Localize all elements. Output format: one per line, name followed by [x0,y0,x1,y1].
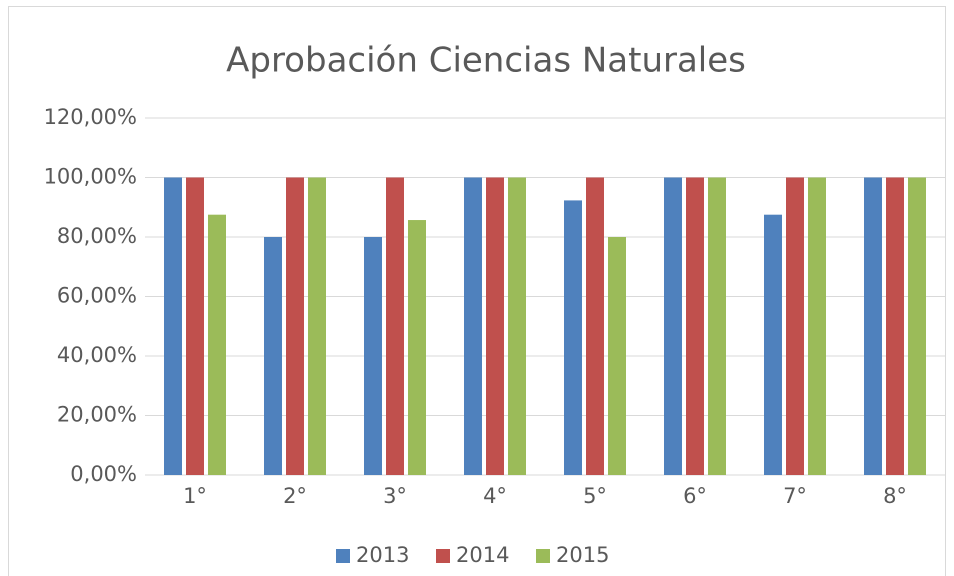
legend-label: 2013 [356,543,409,567]
bar [564,200,582,475]
legend-swatch [436,549,450,563]
bar [808,177,826,475]
bar [608,237,626,475]
x-tick-label: 5° [583,484,607,508]
bar [386,177,404,475]
legend-label: 2014 [456,543,509,567]
x-tick-label: 7° [783,484,807,508]
y-tick-label: 120,00% [44,105,137,129]
bar [586,177,604,475]
y-tick-label: 80,00% [57,224,137,248]
y-tick-label: 40,00% [57,343,137,367]
bar [686,177,704,475]
bar [308,177,326,475]
bar [886,177,904,475]
bar [208,214,226,475]
bar [508,177,526,475]
bar [786,177,804,475]
bar [864,177,882,475]
bar [286,177,304,475]
y-tick-label: 100,00% [44,165,137,189]
bar [764,214,782,475]
x-tick-label: 6° [683,484,707,508]
x-tick-label: 4° [483,484,507,508]
bar [164,177,182,475]
bar [408,220,426,475]
x-tick-label: 8° [883,484,907,508]
x-tick-label: 1° [183,484,207,508]
y-tick-label: 0,00% [70,462,137,486]
bar [486,177,504,475]
chart-title: Aprobación Ciencias Naturales [226,41,746,81]
legend-label: 2015 [556,543,609,567]
bar [908,177,926,475]
bar [264,237,282,475]
x-tick-label: 2° [283,484,307,508]
bar [464,177,482,475]
legend-swatch [336,549,350,563]
legend-swatch [536,549,550,563]
bar [708,177,726,475]
x-tick-label: 3° [383,484,407,508]
bar [664,177,682,475]
bar [186,177,204,475]
bar [364,237,382,475]
y-tick-label: 60,00% [57,284,137,308]
y-tick-label: 20,00% [57,403,137,427]
